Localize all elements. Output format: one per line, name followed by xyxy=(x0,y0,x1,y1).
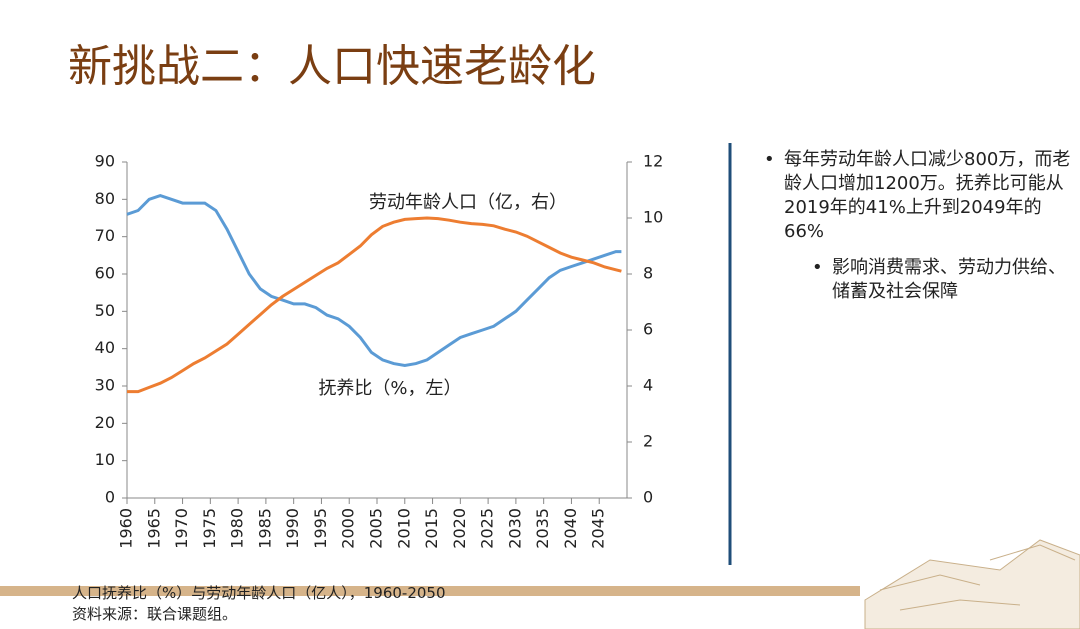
x-tick-label: 2010 xyxy=(394,508,413,549)
y2-tick-label: 12 xyxy=(643,152,663,171)
series-label: 劳动年龄人口（亿，右） xyxy=(369,192,567,213)
y2-tick-label: 2 xyxy=(643,432,653,451)
series-line xyxy=(126,194,622,368)
y2-tick-label: 4 xyxy=(643,376,653,395)
x-tick-label: 2045 xyxy=(589,508,608,549)
x-tick-label: 1960 xyxy=(117,508,136,549)
bullet: 每年劳动年龄人口减少800万，而老龄人口增加1200万。抚养比可能从2019年的… xyxy=(760,148,1078,244)
y2-tick-label: 6 xyxy=(643,320,653,339)
x-tick-label: 1975 xyxy=(200,508,219,549)
y2-tick-label: 8 xyxy=(643,264,653,283)
y-tick-label: 40 xyxy=(95,338,115,357)
x-tick-label: 2040 xyxy=(561,508,580,549)
caption: 人口抚养比（%）与劳动年龄人口（亿人），1960-2050 xyxy=(72,584,446,602)
y-tick-label: 80 xyxy=(95,189,115,208)
slide-title: 新挑战二：人口快速老龄化 xyxy=(68,41,596,92)
x-tick-label: 1990 xyxy=(283,508,302,549)
y-tick-label: 20 xyxy=(95,413,115,432)
x-tick-label: 1970 xyxy=(172,508,191,549)
x-tick-label: 2020 xyxy=(450,508,469,549)
decoration xyxy=(864,539,1080,629)
series-line xyxy=(127,216,622,394)
footer-bar xyxy=(0,586,860,596)
x-tick-label: 2000 xyxy=(339,508,358,549)
y-tick-label: 90 xyxy=(95,152,115,171)
x-tick-label: 2035 xyxy=(533,508,552,549)
x-tick-label: 2025 xyxy=(478,508,497,549)
x-tick-label: 2005 xyxy=(367,508,386,549)
y-tick-label: 30 xyxy=(95,376,115,395)
y-tick-label: 60 xyxy=(95,264,115,283)
x-tick-label: 2030 xyxy=(505,508,524,549)
y-tick-label: 0 xyxy=(105,488,115,507)
x-tick-label: 1985 xyxy=(255,508,274,549)
x-tick-label: 1980 xyxy=(228,508,247,549)
bullet-list: 每年劳动年龄人口减少800万，而老龄人口增加1200万。抚养比可能从2019年的… xyxy=(760,148,1078,304)
y-tick-label: 50 xyxy=(95,301,115,320)
y-tick-label: 10 xyxy=(95,450,115,469)
series-label: 抚养比（%，左） xyxy=(318,378,461,399)
x-tick-label: 1965 xyxy=(144,508,163,549)
source: 资料来源：联合课题组。 xyxy=(72,605,238,623)
y2-tick-label: 10 xyxy=(643,208,663,227)
x-tick-label: 2015 xyxy=(422,508,441,549)
y2-tick-label: 0 xyxy=(643,488,653,507)
sub-bullet: 影响消费需求、劳动力供给、储蓄及社会保障 xyxy=(808,256,1078,304)
x-tick-label: 1995 xyxy=(311,508,330,549)
y-tick-label: 70 xyxy=(95,226,115,245)
